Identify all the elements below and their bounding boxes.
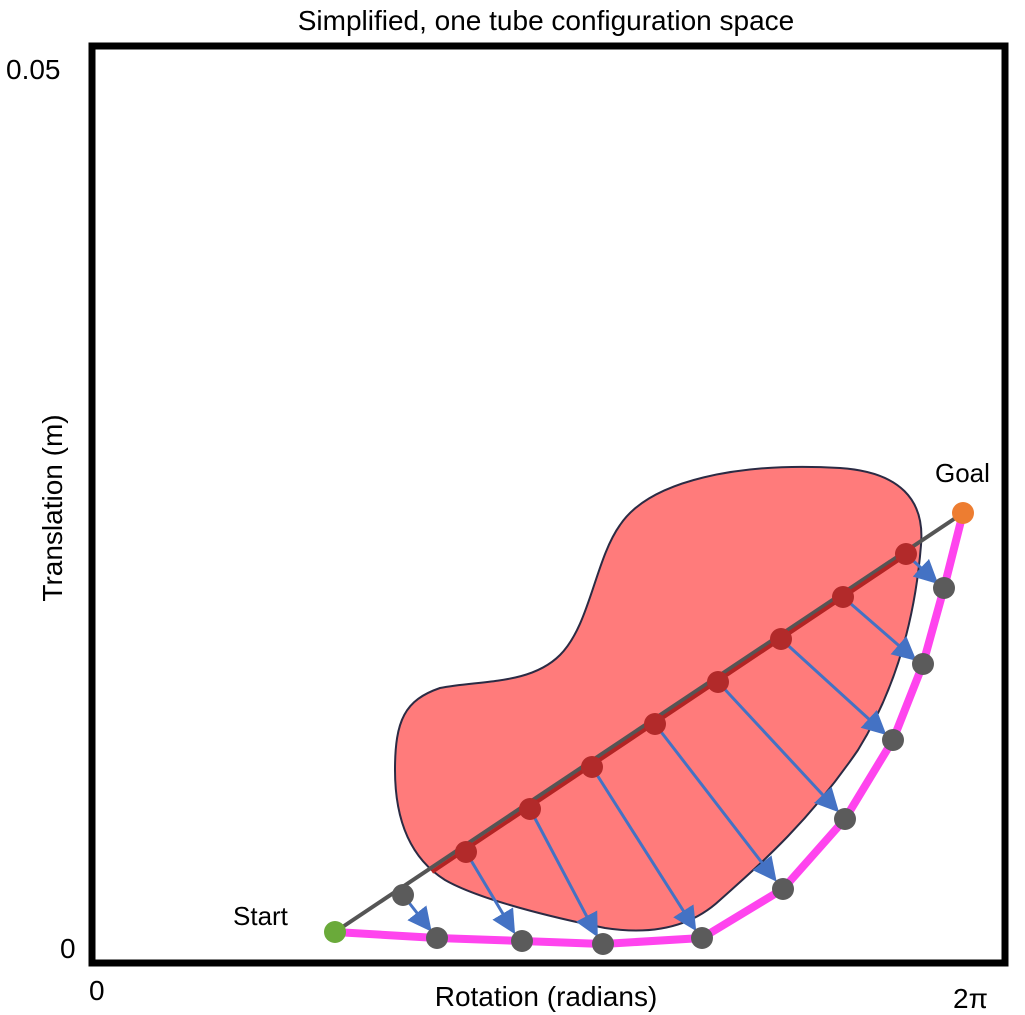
y-max-label: 0.05	[6, 54, 61, 85]
projection-arrow	[590, 766, 697, 932]
projected-node	[912, 653, 934, 675]
colliding-node	[644, 713, 666, 735]
colliding-node	[707, 671, 729, 693]
projected-node	[592, 933, 614, 955]
x-axis-label: Rotation (radians)	[435, 981, 658, 1012]
y-axis-label: Translation (m)	[37, 414, 68, 601]
diagram-title: Simplified, one tube configuration space	[298, 5, 795, 36]
start-label: Start	[233, 901, 289, 931]
start-node	[324, 921, 346, 943]
colliding-node	[832, 586, 854, 608]
colliding-node	[770, 628, 792, 650]
projected-node	[691, 927, 713, 949]
y-min-label: 0	[60, 933, 76, 964]
goal-label: Goal	[935, 458, 990, 488]
colliding-segment	[430, 553, 908, 874]
projected-node	[933, 577, 955, 599]
x-min-label: 0	[89, 975, 105, 1006]
projected-node	[834, 808, 856, 830]
projected-nodes	[392, 577, 955, 955]
colliding-node	[895, 543, 917, 565]
projected-node	[392, 884, 414, 906]
colliding-nodes	[455, 543, 917, 863]
projection-arrow	[464, 851, 516, 935]
colliding-node	[455, 841, 477, 863]
projection-arrow	[779, 637, 887, 736]
projection-arrow	[528, 808, 598, 938]
projected-node	[882, 729, 904, 751]
colliding-node	[581, 756, 603, 778]
goal-node	[952, 502, 974, 524]
projection-arrow	[716, 680, 840, 813]
projection-arrow	[842, 595, 917, 661]
colliding-node	[519, 798, 541, 820]
projection-arrow	[653, 723, 777, 882]
projected-node	[426, 927, 448, 949]
projected-node	[511, 930, 533, 952]
projected-node	[772, 878, 794, 900]
projection-arrows	[401, 552, 939, 938]
x-max-label: 2π	[953, 983, 988, 1014]
